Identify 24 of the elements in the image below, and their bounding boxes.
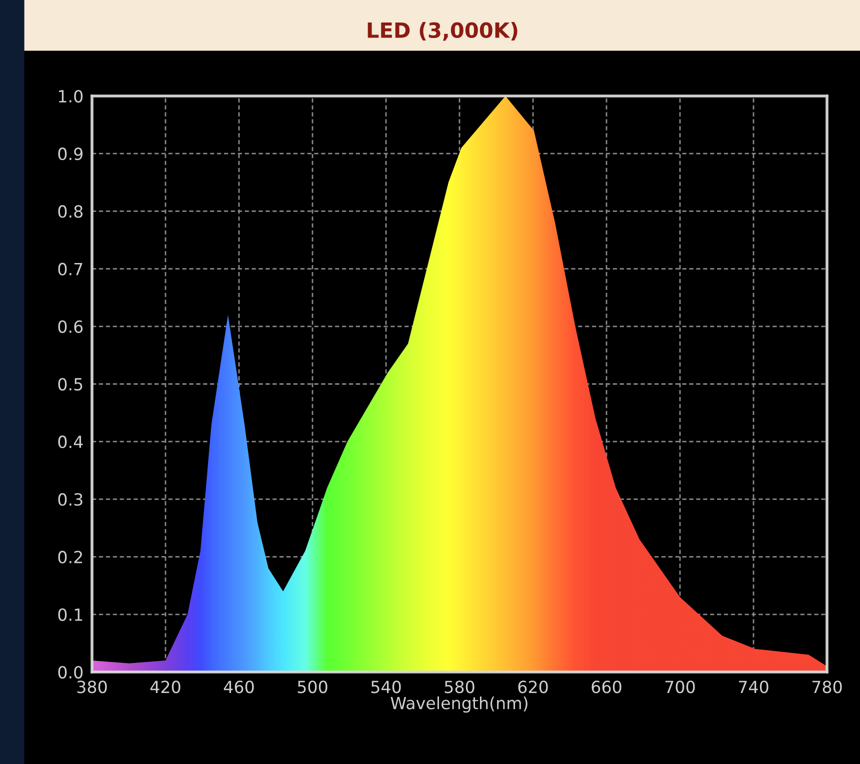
x-axis-title: Wavelength(nm) [390,696,528,713]
chart-title: LED (3,000K) [368,22,518,41]
y-tick-label: 0.9 [58,148,82,160]
y-tick-label: 0.0 [58,666,83,679]
x-tick-label: 420 [150,680,180,694]
x-tick-label: 780 [812,680,842,694]
y-tick-label: 0.7 [58,262,82,276]
y-tick-label: 1.0 [58,90,83,103]
x-tick-label: 540 [371,680,401,694]
y-tick-label: 0.3 [58,493,82,506]
x-tick-label: 620 [518,680,548,694]
x-tick-label: 740 [738,680,768,694]
x-tick-label: 700 [665,680,695,694]
x-tick-label: 660 [592,680,622,694]
x-tick-label: 460 [224,680,254,694]
y-tick-label: 0.5 [58,378,82,391]
x-tick-label: 500 [298,680,328,694]
y-tick-label: 0.1 [58,608,82,621]
y-tick-label: 0.4 [58,436,83,448]
y-tick-label: 0.2 [58,550,82,564]
y-tick-label: 0.8 [58,205,83,218]
y-tick-label: 0.6 [58,320,83,333]
x-tick-label: 580 [444,680,474,694]
x-tick-label: 380 [77,680,107,694]
